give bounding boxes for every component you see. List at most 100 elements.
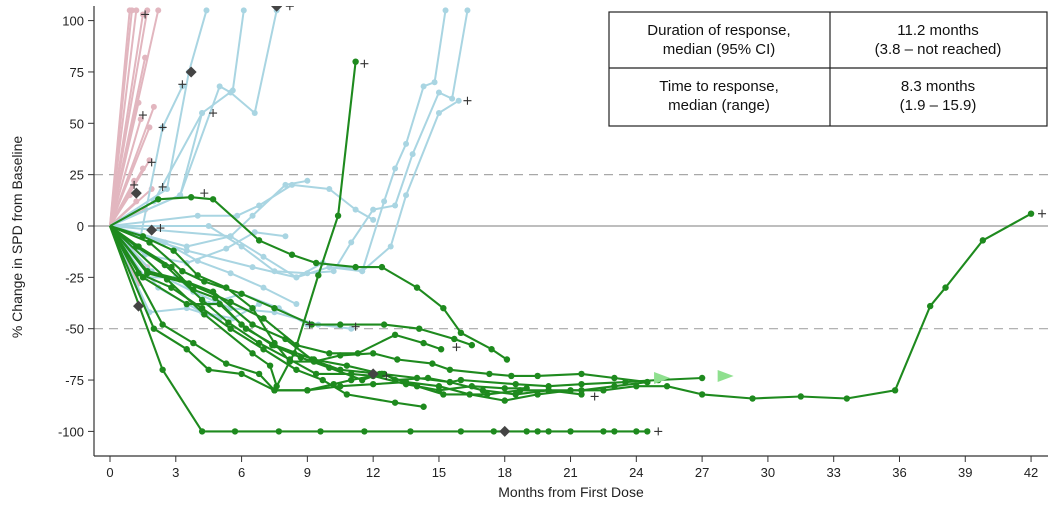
ongoing-arrow [717,369,734,382]
data-point [431,79,438,86]
series-line [110,10,469,275]
x-tick-label: 3 [172,465,179,480]
data-point [293,274,300,281]
censor-mark [360,59,369,68]
data-point [457,329,465,337]
data-point [457,428,465,435]
data-point [403,140,410,147]
data-point [361,428,368,435]
series-progression [109,99,142,227]
data-point [144,270,151,277]
data-point [429,360,436,367]
data-point [159,321,166,328]
series-line [109,10,131,227]
markers-layer [130,6,1047,437]
series-stable-disease [109,181,377,227]
data-point [225,319,232,326]
series-line [109,196,508,361]
x-tick-label: 6 [238,465,245,480]
x-tick-label: 18 [498,465,512,480]
series-line [109,194,131,227]
data-point [135,270,142,277]
data-point [348,239,355,246]
data-point [611,374,618,382]
data-point [312,259,320,267]
data-point [260,346,267,353]
data-point [194,272,201,279]
reference-lines [94,174,1048,330]
table-row1-label-line2: median (95% CI) [663,41,776,58]
data-point [227,270,234,277]
series-response [109,194,511,363]
data-point [260,284,267,291]
data-point [315,272,322,279]
data-point [304,387,311,394]
data-point [435,383,443,390]
data-point [455,97,462,104]
series-line [109,212,1032,402]
data-point [199,110,206,117]
series-line [109,118,142,227]
data-point [416,325,423,332]
censor-mark [351,322,360,331]
series-stable-disease [110,7,471,277]
data-point [260,315,267,322]
data-point [273,383,280,390]
response-diamond [146,224,158,236]
data-point [170,247,177,254]
data-point [523,428,530,435]
data-point [282,233,289,240]
data-point [212,294,219,302]
data-point [545,428,552,435]
data-point [183,300,190,308]
data-point [334,212,342,219]
data-point [392,202,399,209]
censor-mark [452,343,461,352]
data-point [234,212,241,219]
data-point [266,362,274,369]
x-tick-label: 12 [366,465,380,480]
data-point [486,370,493,378]
data-point [440,391,447,398]
data-point [457,376,465,384]
data-point [698,391,706,398]
data-point [534,428,541,435]
data-point [190,286,197,293]
data-point [578,370,585,378]
data-point [516,387,524,394]
censor-mark [654,427,663,436]
series-progression [109,7,133,227]
data-point [227,298,234,306]
table-row1-value-line1: 11.2 months [897,22,978,39]
data-point [420,339,427,347]
data-point [534,391,541,398]
y-tick-label: -50 [65,322,84,337]
ongoing-arrow [654,371,671,384]
series-layer [109,7,1035,435]
data-point [578,380,585,388]
data-point [183,247,190,254]
censor-mark [209,109,218,118]
data-point [251,110,258,117]
data-point [255,370,263,378]
data-point [369,380,377,388]
y-tick-label: 25 [70,168,84,183]
data-point [407,428,414,435]
y-tick-label: -100 [58,424,84,439]
data-point [183,243,190,250]
series-response [109,224,651,386]
data-point [135,99,142,106]
data-point [979,237,987,244]
data-point [797,393,804,400]
data-point [142,54,149,61]
series-stable-disease [109,7,210,227]
censor-mark [130,180,139,189]
data-point [394,356,401,363]
response-diamond [271,6,283,12]
data-point [512,391,519,398]
series-line [109,61,357,388]
data-point [698,374,706,382]
